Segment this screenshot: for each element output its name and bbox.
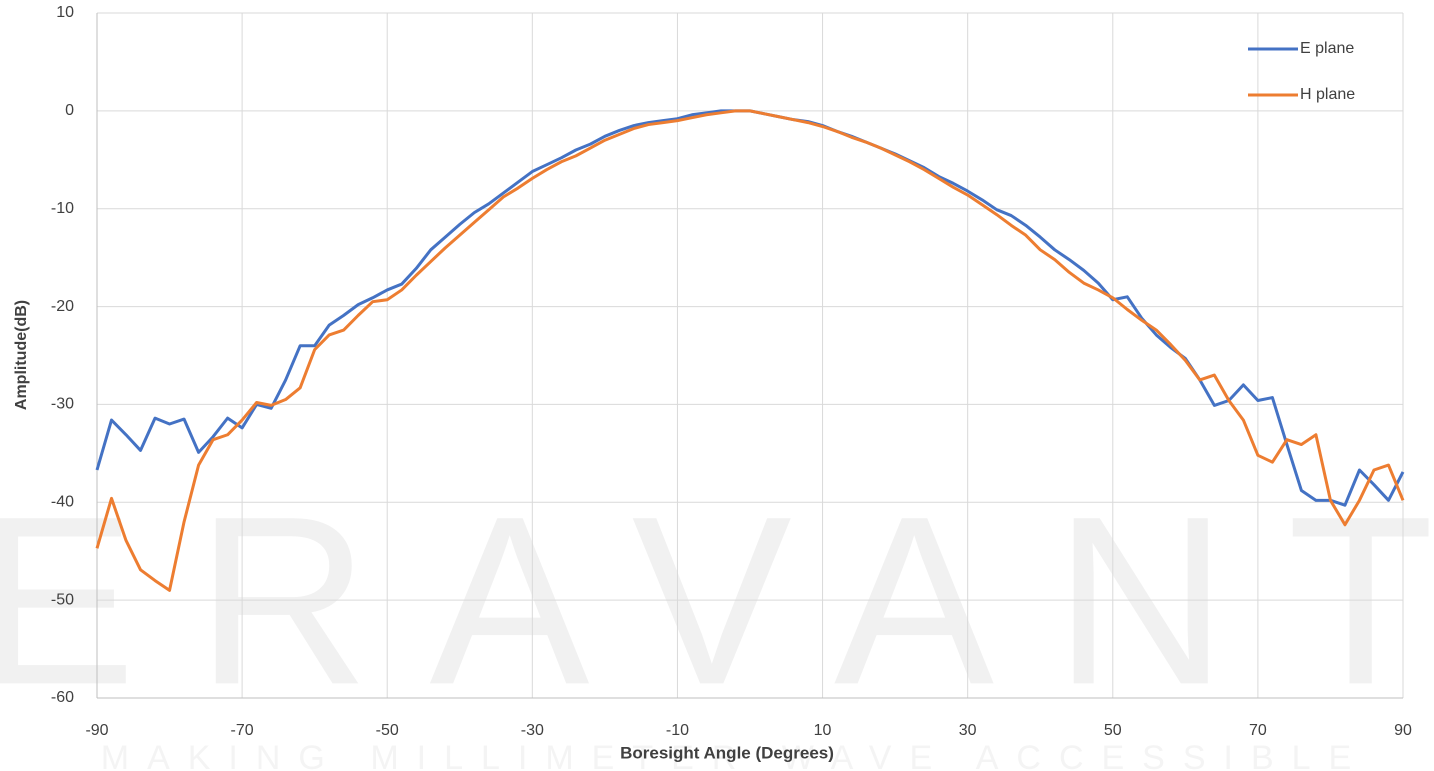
x-tick-label: 50 [1104,722,1122,739]
y-tick-label: -50 [51,591,74,608]
x-tick-label: -50 [376,722,399,739]
x-tick-label: 70 [1249,722,1267,739]
y-tick-label: 10 [56,4,74,21]
x-tick-label: -30 [521,722,544,739]
x-axis-label: Boresight Angle (Degrees) [620,743,834,762]
x-tick-label: -90 [85,722,108,739]
x-tick-label: -10 [666,722,689,739]
x-tick-label: 90 [1394,722,1412,739]
y-tick-label: -20 [51,298,74,315]
x-tick-label: 30 [959,722,977,739]
data-line [95,109,1405,592]
y-tick-label: 0 [65,102,74,119]
y-axis-label: Amplitude(dB) [13,300,30,410]
x-tick-label: 10 [814,722,832,739]
y-tick-label: -40 [51,494,74,511]
legend-label: H plane [1300,86,1355,103]
watermark-tagline: MAKING MILLIMETER WAVE ACCESSIBLE [101,739,1370,771]
y-tick-label: -30 [51,396,74,413]
x-tick-label: -70 [231,722,254,739]
y-tick-label: -10 [51,200,74,217]
y-tick-label: -60 [51,689,74,706]
data-line [95,109,1405,507]
legend-label: E plane [1300,40,1354,57]
